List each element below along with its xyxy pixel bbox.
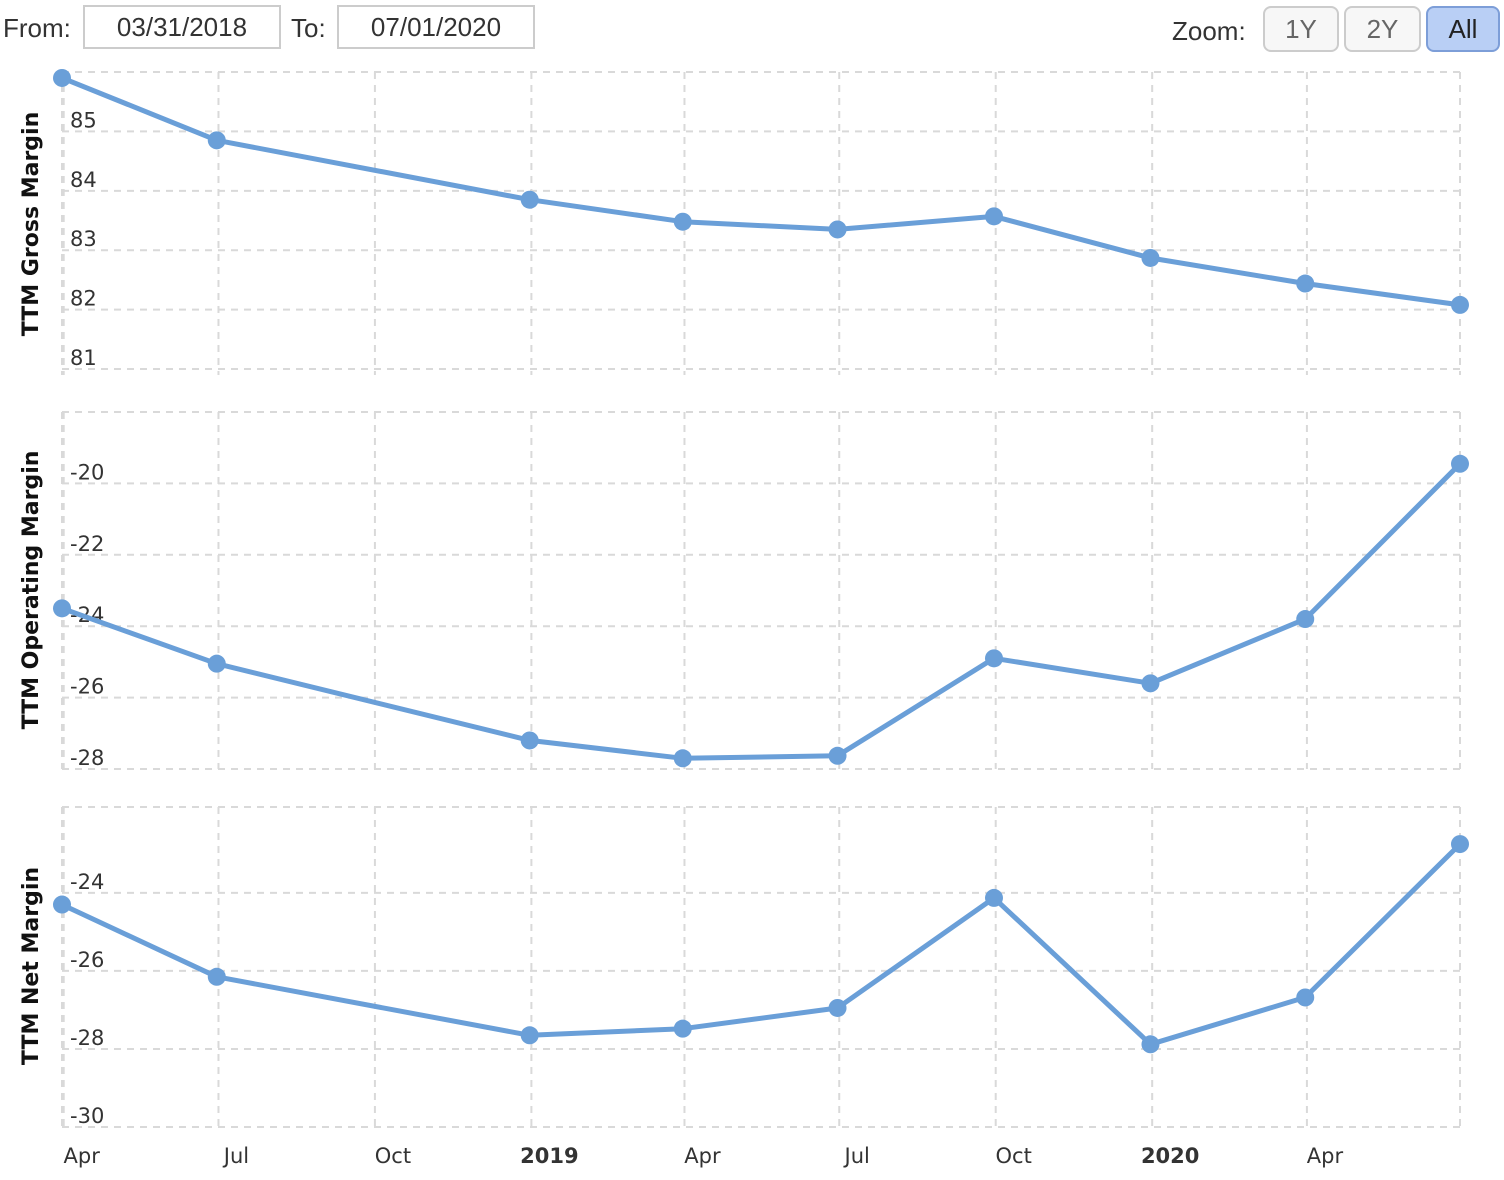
y-axis-title: TTM Operating Margin xyxy=(19,451,44,730)
y-tick-label: 83 xyxy=(70,227,97,251)
y-tick-label: 84 xyxy=(70,168,97,192)
data-point[interactable] xyxy=(985,207,1003,226)
x-tick-label: Apr xyxy=(1307,1144,1344,1168)
data-point[interactable] xyxy=(1296,988,1315,1007)
y-tick-label: 82 xyxy=(70,287,97,311)
data-point[interactable] xyxy=(1451,295,1469,314)
y-tick-label: 85 xyxy=(70,108,97,132)
y-tick-label: 81 xyxy=(70,346,97,370)
y-axis-title: TTM Net Margin xyxy=(19,867,44,1065)
x-tick-label-year: 2020 xyxy=(1141,1144,1199,1168)
y-tick-label: -20 xyxy=(70,460,104,484)
data-point[interactable] xyxy=(207,967,226,986)
data-point[interactable] xyxy=(828,746,847,765)
data-point[interactable] xyxy=(673,1019,692,1038)
x-tick-label: Jul xyxy=(843,1144,870,1168)
to-date-input[interactable] xyxy=(337,5,535,49)
data-point[interactable] xyxy=(1141,674,1160,693)
y-tick-label: -26 xyxy=(70,675,104,699)
data-point[interactable] xyxy=(1451,835,1469,854)
y-tick-label: -28 xyxy=(70,746,104,770)
data-point[interactable] xyxy=(53,68,71,87)
data-point[interactable] xyxy=(520,190,539,209)
data-point[interactable] xyxy=(1141,248,1160,267)
zoom-label: Zoom: xyxy=(1172,16,1246,46)
data-point[interactable] xyxy=(673,749,692,768)
data-point[interactable] xyxy=(53,895,71,914)
to-label: To: xyxy=(291,13,326,43)
data-point[interactable] xyxy=(207,131,226,150)
zoom-2y-button[interactable]: 2Y xyxy=(1344,6,1421,52)
series-line xyxy=(60,842,1462,1047)
zoom-1y-button[interactable]: 1Y xyxy=(1263,6,1339,52)
data-point[interactable] xyxy=(985,649,1003,668)
net-margin-panel: -30 -28 -26 -24 TTM Net Margin xyxy=(19,806,1469,1128)
x-tick-label: Oct xyxy=(375,1144,411,1168)
y-tick-label: -28 xyxy=(70,1026,104,1050)
data-point[interactable] xyxy=(1296,274,1315,293)
data-point[interactable] xyxy=(828,998,847,1017)
y-axis-title: TTM Gross Margin xyxy=(19,112,44,336)
x-tick-label: Jul xyxy=(222,1144,249,1168)
data-point[interactable] xyxy=(520,1026,539,1045)
x-tick-label: Apr xyxy=(684,1144,721,1168)
from-label: From: xyxy=(3,13,71,43)
x-tick-label: Apr xyxy=(64,1144,101,1168)
data-point[interactable] xyxy=(985,888,1003,907)
data-point[interactable] xyxy=(1141,1035,1160,1054)
data-point[interactable] xyxy=(207,654,226,673)
data-point[interactable] xyxy=(520,731,539,750)
x-tick-label-year: 2019 xyxy=(520,1144,578,1168)
y-tick-label: -24 xyxy=(70,870,104,894)
x-axis: Apr Jul Oct 2019 Apr Jul Oct 2020 Apr xyxy=(64,1144,1344,1168)
data-point[interactable] xyxy=(1451,454,1469,473)
y-tick-label: -22 xyxy=(70,532,104,556)
data-point[interactable] xyxy=(828,220,847,239)
zoom-all-button[interactable]: All xyxy=(1426,6,1500,52)
data-point[interactable] xyxy=(53,599,71,618)
y-tick-label: -30 xyxy=(70,1104,104,1128)
data-point[interactable] xyxy=(1296,610,1315,629)
y-tick-label: -26 xyxy=(70,948,104,972)
gross-margin-panel: 81 82 83 84 85 TTM Gross Margin xyxy=(19,68,1469,375)
toolbar: From: To: Zoom: 1Y 2Y All xyxy=(0,0,1504,62)
data-point[interactable] xyxy=(673,212,692,231)
series-line xyxy=(61,462,1462,761)
from-date-input[interactable] xyxy=(83,5,281,49)
x-tick-label: Oct xyxy=(996,1144,1032,1168)
